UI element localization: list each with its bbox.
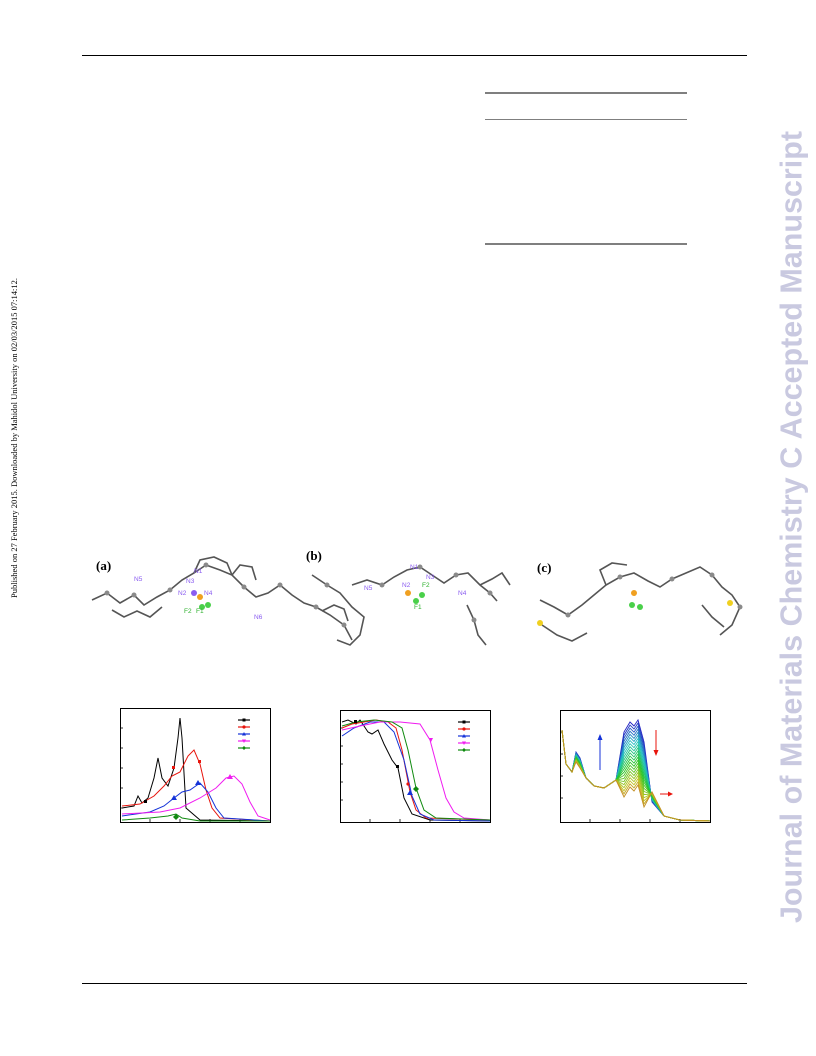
atom-label: N6 [254,614,263,621]
atom-label: N2 [178,590,187,597]
atom-label: N2 [402,582,411,589]
atom-label: F2 [184,608,192,615]
axis-ticks [560,731,681,822]
publication-note: Published on 27 February 2015. Downloade… [4,238,24,638]
atom-label: N4 [458,590,467,597]
header-rule [82,55,747,56]
atom-label: N5 [134,576,143,583]
chart-markers [144,760,233,820]
atom-label: F1 [196,608,204,615]
chart-legend [238,718,250,750]
crystal-structures: N3 N1 N2 N4 F2 F1 N5 N6 N1 N3 N2 F2 F1 N… [91,556,743,646]
atom-nodes [104,562,743,628]
series-line [121,749,271,822]
footer-rule [82,983,747,984]
publication-note-text: Published on 27 February 2015. Downloade… [9,278,19,598]
chart-markers [354,720,433,795]
atom-label: N1 [410,564,419,571]
atom-label: N5 [364,585,373,592]
atom-label: F2 [422,582,430,589]
atom-labels: N3 N1 N2 N4 F2 F1 N5 N6 N1 N3 N2 F2 F1 N… [134,564,467,621]
atom-label: F1 [414,604,422,611]
trend-arrows [597,730,673,797]
table-top-rule [485,92,687,94]
heteroatoms [191,590,733,626]
journal-watermark: Journal of Materials Chemistry C Accepte… [762,108,816,946]
series-line [121,717,271,822]
molecule-b [311,566,511,646]
table-bottom-rule [485,243,687,245]
journal-watermark-text: Journal of Materials Chemistry C Accepte… [774,130,809,924]
series-line [341,719,491,821]
atom-label: N4 [204,590,213,597]
molecule-c [539,562,741,642]
series-line [121,782,271,822]
series-line [341,721,491,822]
titration-curve [561,729,711,822]
table-header-rule [485,119,687,120]
series-line [121,775,271,821]
titration-chart [560,710,711,823]
atom-label: N1 [194,568,203,575]
panel-label-a: (a) [96,558,112,573]
plot-frame [340,710,491,823]
titration-curves [561,718,711,822]
atom-label: N3 [186,578,195,585]
emission-chart [340,710,491,823]
absorption-chart [120,708,271,823]
plot-frame [120,708,271,823]
chart-series [341,719,491,822]
panel-label-b: (b) [306,548,322,563]
atom-label: N3 [426,574,435,581]
panel-label-c: (c) [537,560,552,575]
molecule-a [91,556,353,641]
plot-frame [560,710,711,823]
chart-legend [458,720,470,752]
